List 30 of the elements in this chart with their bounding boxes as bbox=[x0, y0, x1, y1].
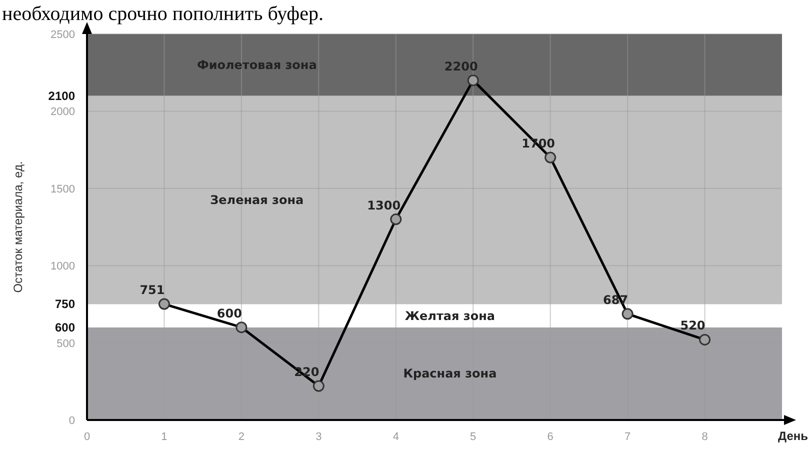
data-label: 2200 bbox=[444, 59, 478, 74]
x-tick-label: 0 bbox=[84, 431, 90, 443]
band-label: Фиолетовая зона bbox=[196, 58, 317, 72]
y-tick-label: 2100 bbox=[48, 88, 76, 103]
y-axis-title: Остаток материала, ед. bbox=[11, 161, 25, 293]
band-label: Зеленая зона bbox=[210, 192, 304, 207]
y-tick-label: 600 bbox=[54, 320, 76, 334]
y-tick-label: 1000 bbox=[50, 260, 75, 273]
x-tick-label: 4 bbox=[392, 431, 399, 443]
band-label: Желтая зона bbox=[404, 308, 496, 323]
x-axis-title: День bbox=[778, 429, 808, 443]
y-tick-label: 0 bbox=[68, 415, 75, 427]
y-tick-label: 2500 bbox=[50, 29, 75, 41]
data-label: 751 bbox=[140, 283, 165, 298]
x-tick-label: 8 bbox=[702, 431, 708, 443]
data-label: 600 bbox=[216, 306, 242, 320]
y-tick-label: 2000 bbox=[50, 106, 75, 118]
y-tick-label: 1500 bbox=[50, 183, 75, 196]
band-label: Красная зона bbox=[403, 366, 497, 381]
x-tick-label: 6 bbox=[547, 431, 554, 443]
x-tick-label: 5 bbox=[470, 431, 476, 443]
y-tick-label: 750 bbox=[54, 297, 76, 312]
x-tick-label: 7 bbox=[624, 431, 631, 443]
y-tick-label: 500 bbox=[56, 338, 75, 350]
data-label: 1300 bbox=[367, 198, 401, 212]
x-tick-label: 3 bbox=[316, 431, 322, 443]
text: необходимо срочно пополнить буфер. bbox=[2, 3, 324, 25]
x-tick-label: 2 bbox=[238, 431, 245, 443]
data-label: 520 bbox=[680, 318, 706, 333]
x-tick-label: 1 bbox=[161, 431, 168, 443]
